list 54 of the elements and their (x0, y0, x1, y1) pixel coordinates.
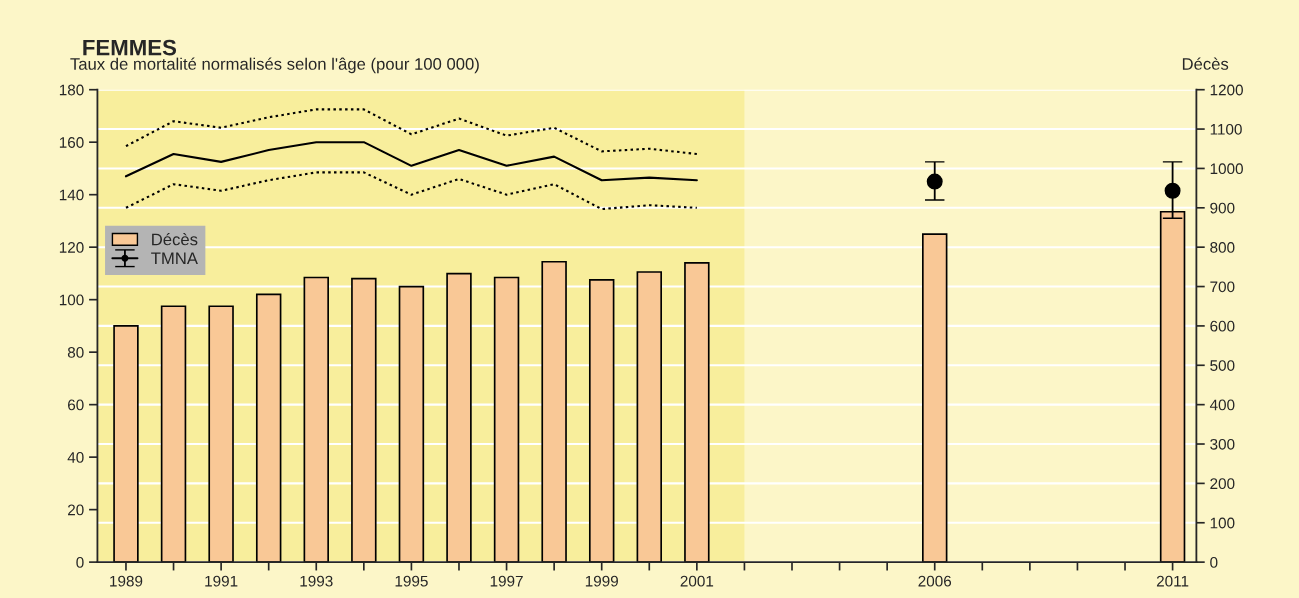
x-tick-label: 2011 (1156, 575, 1189, 587)
bar (921, 233, 948, 563)
bar (113, 325, 139, 563)
line-series (124, 171, 698, 211)
y-tick-label: 140 (59, 189, 84, 201)
y2-axis-title: Décès (1182, 57, 1229, 70)
y2-tick-label: 600 (1210, 320, 1235, 332)
y-axis-title: Taux de mortalité normalisés selon l'âge (pour 100 000) (70, 57, 479, 74)
y2-tick-label: 400 (1209, 399, 1235, 411)
x-tick-label: 1999 (585, 575, 618, 587)
bar (351, 277, 377, 563)
y-tick-label: 100 (59, 294, 84, 306)
y-tick-label: 160 (59, 137, 84, 148)
y2-tick-label: 200 (1210, 478, 1235, 490)
legend-label: TMNA (151, 252, 198, 265)
bar (588, 279, 615, 563)
y-tick-label: 60 (68, 399, 84, 411)
bar (636, 271, 663, 563)
y2-tick-label: 1000 (1210, 163, 1243, 175)
y2-tick-label: 1100 (1210, 123, 1242, 135)
y-tick-label: 20 (68, 504, 84, 516)
line-series (124, 141, 698, 182)
bar (493, 276, 520, 563)
x-tick-label: 1991 (205, 575, 238, 587)
line-series (124, 108, 698, 156)
y2-tick-label: 800 (1210, 242, 1235, 253)
chart-title: FEMMES (83, 39, 177, 56)
x-tick-label: 1997 (490, 575, 523, 587)
y2-tick-label: 500 (1210, 360, 1235, 371)
bar (446, 272, 472, 563)
y2-tick-label: 100 (1210, 517, 1235, 529)
x-tick-label: 2001 (680, 575, 714, 587)
x-tick-label: 2006 (918, 575, 952, 587)
y2-tick-label: 0 (1210, 556, 1218, 568)
bar (160, 305, 187, 563)
x-tick-label: 1989 (110, 575, 143, 587)
legend-label: Décès (152, 232, 198, 246)
y-tick-label: 180 (59, 84, 84, 96)
x-tick-label: 1993 (300, 575, 333, 587)
y2-tick-label: 1200 (1210, 84, 1243, 96)
y-tick-label: 40 (67, 452, 84, 463)
bar (255, 293, 282, 563)
bar (541, 260, 567, 563)
y2-tick-label: 900 (1210, 202, 1235, 214)
y-tick-label: 0 (76, 556, 84, 568)
y2-tick-label: 700 (1210, 281, 1235, 293)
bar (684, 262, 710, 563)
y-tick-label: 120 (59, 242, 84, 253)
x-tick-label: 1995 (395, 575, 428, 587)
y2-tick-label: 300 (1210, 438, 1235, 450)
y-tick-label: 80 (67, 347, 84, 358)
bar (398, 285, 425, 563)
bar (208, 305, 234, 563)
bar (303, 276, 329, 563)
